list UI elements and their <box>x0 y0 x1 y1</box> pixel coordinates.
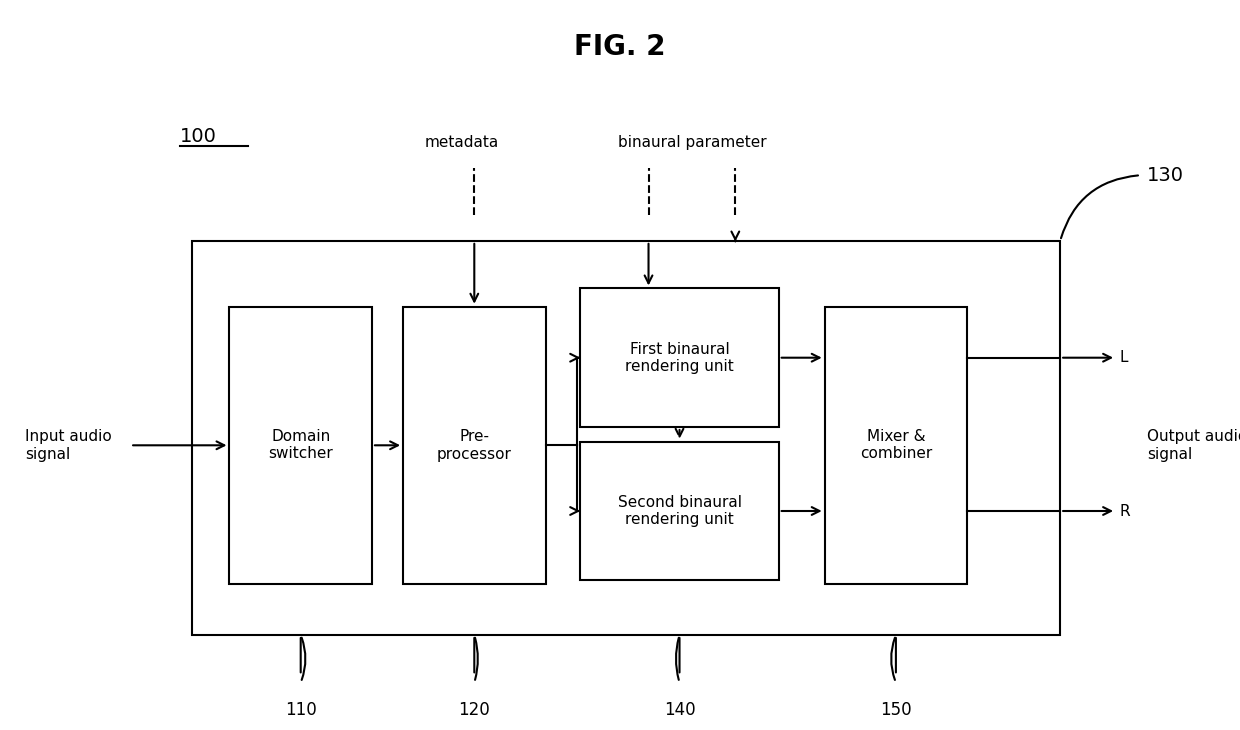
Text: R: R <box>1120 504 1131 518</box>
Text: FIG. 2: FIG. 2 <box>574 34 666 61</box>
Bar <box>192 241 1060 635</box>
Bar <box>580 442 779 580</box>
Text: 120: 120 <box>459 701 490 719</box>
Text: L: L <box>1120 350 1128 365</box>
Text: 100: 100 <box>180 127 217 146</box>
Text: Pre-
processor: Pre- processor <box>436 429 512 461</box>
Text: 140: 140 <box>663 701 696 719</box>
Text: 130: 130 <box>1147 166 1184 185</box>
Bar <box>403 307 546 584</box>
Text: Domain
switcher: Domain switcher <box>268 429 334 461</box>
Text: Input audio
signal: Input audio signal <box>25 429 112 461</box>
Bar <box>825 307 967 584</box>
Text: Second binaural
rendering unit: Second binaural rendering unit <box>618 495 742 527</box>
Text: metadata: metadata <box>425 134 498 150</box>
Text: binaural parameter: binaural parameter <box>618 134 766 150</box>
Bar <box>580 288 779 427</box>
Text: First binaural
rendering unit: First binaural rendering unit <box>625 342 734 374</box>
Bar <box>229 307 372 584</box>
Text: Mixer &
combiner: Mixer & combiner <box>859 429 932 461</box>
Text: Output audio
signal: Output audio signal <box>1147 429 1240 461</box>
Text: 150: 150 <box>880 701 911 719</box>
Text: 110: 110 <box>285 701 316 719</box>
